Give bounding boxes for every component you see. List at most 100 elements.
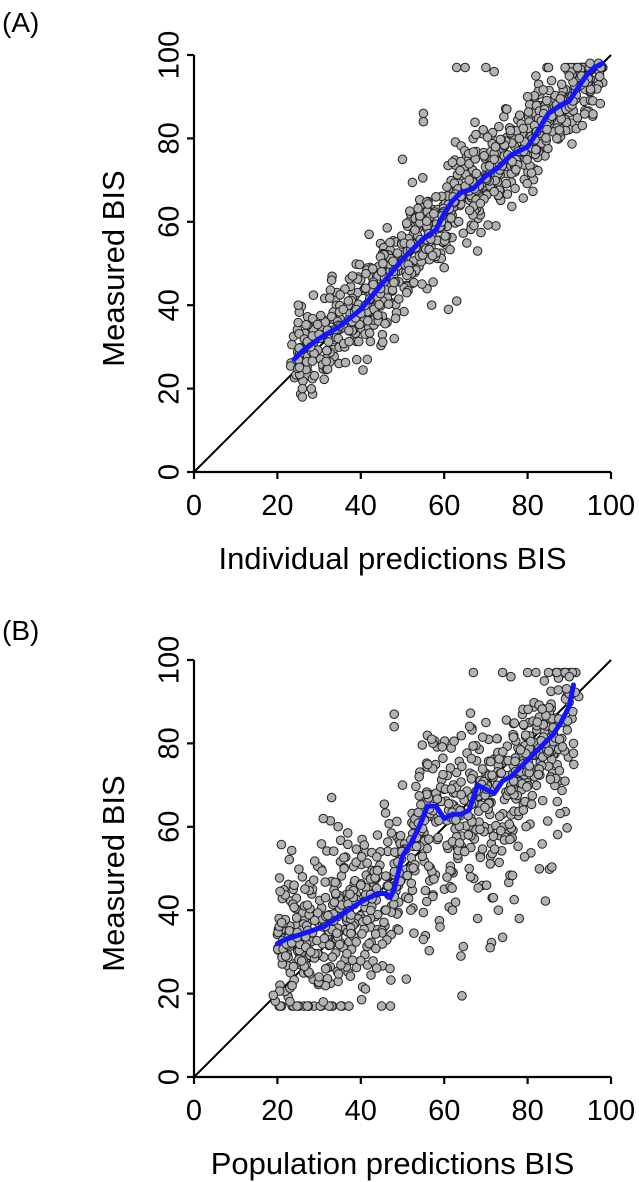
data-point — [288, 961, 299, 972]
data-point — [418, 108, 429, 119]
data-point — [320, 877, 331, 887]
data-point — [454, 838, 465, 848]
data-point — [562, 823, 572, 833]
data-point — [455, 165, 465, 176]
data-point — [408, 863, 419, 873]
data-point — [418, 116, 429, 127]
data-point — [346, 928, 356, 939]
data-point — [531, 780, 542, 791]
data-point — [543, 667, 554, 678]
data-point — [384, 818, 394, 829]
data-point — [447, 883, 457, 894]
data-point — [518, 719, 529, 730]
data-point — [552, 829, 563, 840]
data-point — [422, 759, 433, 770]
data-point — [508, 732, 519, 743]
data-point — [336, 1001, 346, 1011]
data-point — [510, 756, 520, 767]
data-point — [356, 880, 366, 891]
data-point — [318, 813, 329, 824]
data-point — [496, 825, 506, 836]
data-point — [484, 161, 495, 171]
data-point — [386, 975, 396, 985]
data-point — [522, 178, 533, 189]
data-point — [403, 893, 414, 904]
data-point — [362, 354, 373, 365]
data-point — [477, 844, 488, 854]
trend-line — [291, 60, 606, 362]
panel-a: (A) 0 20 40 60 80 100 0 20 40 60 80 100 Individual p… — [2, 7, 635, 576]
data-point — [312, 319, 323, 330]
data-point — [361, 268, 371, 279]
data-point — [356, 852, 367, 862]
data-point — [542, 95, 552, 106]
data-point — [351, 354, 362, 365]
data-point — [557, 785, 567, 796]
data-point — [372, 830, 383, 840]
data-point — [414, 791, 425, 801]
data-point — [505, 125, 516, 136]
data-point — [383, 881, 394, 891]
data-point — [505, 834, 515, 845]
data-point — [514, 133, 525, 144]
data-point — [465, 708, 476, 719]
data-point — [426, 300, 437, 311]
data-point — [494, 811, 505, 822]
data-point — [390, 313, 401, 324]
data-point — [437, 742, 448, 752]
data-point — [296, 956, 307, 966]
data-point — [456, 777, 466, 787]
data-point — [531, 144, 541, 155]
data-point — [385, 963, 395, 974]
data-point — [276, 917, 287, 928]
data-point — [410, 225, 420, 235]
data-point — [365, 336, 376, 347]
data-point — [417, 740, 428, 750]
data-point — [534, 864, 545, 874]
data-point — [542, 124, 552, 135]
data-point — [554, 765, 565, 776]
data-point — [453, 216, 464, 227]
data-point — [335, 835, 346, 846]
data-point — [526, 168, 537, 178]
data-point — [466, 774, 477, 784]
data-point — [371, 963, 382, 973]
data-point — [433, 832, 444, 843]
data-point — [469, 220, 479, 231]
data-point — [464, 205, 475, 216]
data-point — [526, 736, 536, 747]
data-point — [389, 333, 400, 344]
data-point — [320, 964, 331, 974]
y-axis-label: Measured BIS — [96, 775, 131, 971]
data-point — [572, 62, 583, 73]
data-point — [471, 129, 481, 140]
data-point — [407, 177, 418, 188]
data-point — [466, 753, 477, 764]
x-tick-label: 80 — [511, 490, 543, 522]
data-point — [588, 109, 598, 119]
data-point — [464, 175, 475, 185]
data-point — [345, 971, 356, 982]
x-tick-label: 80 — [511, 1095, 543, 1127]
data-point — [445, 244, 455, 255]
data-point — [521, 821, 531, 832]
data-point — [526, 799, 537, 810]
data-point — [465, 871, 476, 882]
data-point — [560, 62, 570, 73]
data-point — [285, 996, 295, 1007]
data-point — [374, 299, 385, 310]
data-point — [268, 990, 279, 1001]
data-point — [362, 915, 372, 926]
data-point — [397, 154, 408, 165]
data-point — [342, 948, 352, 959]
data-point — [459, 846, 470, 857]
data-point — [438, 769, 448, 780]
x-tick-label: 100 — [587, 490, 635, 522]
y-tick-label: 20 — [154, 977, 186, 1009]
y-tick-label: 60 — [154, 811, 186, 843]
data-point — [494, 754, 504, 764]
data-point — [537, 704, 548, 714]
data-point — [479, 151, 489, 161]
data-point — [275, 886, 285, 897]
